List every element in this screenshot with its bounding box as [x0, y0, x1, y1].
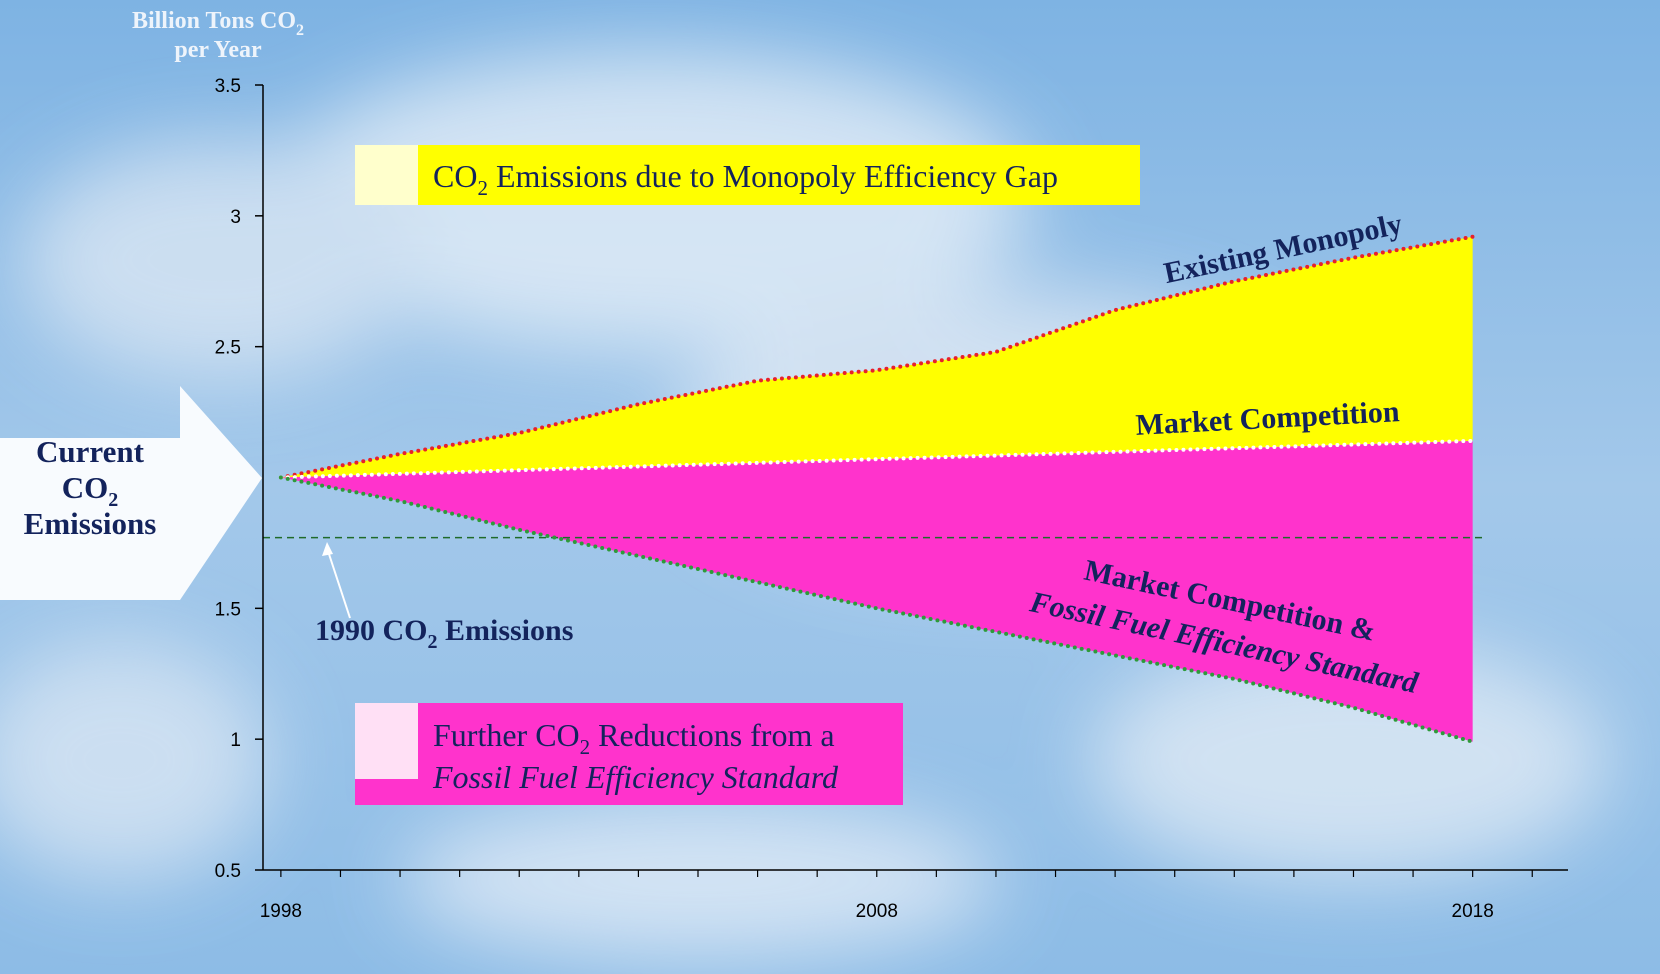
- y-tick-label: 2.5: [215, 338, 241, 359]
- legend-text: CO2 Emissions due to Monopoly Efficiency…: [433, 158, 1058, 200]
- reference-label: 1990 CO2 Emissions: [315, 614, 573, 653]
- y-tick-label: 0.5: [215, 861, 241, 882]
- current-arrow: [0, 386, 262, 600]
- area: [280, 236, 1473, 478]
- reference-arrowhead: [322, 542, 333, 556]
- x-tick-label: 1998: [260, 901, 302, 922]
- area: [280, 440, 1473, 742]
- y-tick-label: 1.5: [215, 599, 241, 620]
- series-line: [278, 438, 1475, 480]
- legend-swatch-edge: [355, 703, 418, 779]
- legend-swatch-edge: [355, 145, 418, 205]
- y-axis-title: Billion Tons CO2 per Year: [132, 8, 304, 63]
- x-tick-label: 2008: [856, 901, 898, 922]
- series-line: [278, 234, 1475, 480]
- y-tick-label: 1: [230, 730, 241, 751]
- y-tick-label: 3: [230, 207, 241, 228]
- legend-swatch: [355, 703, 903, 805]
- current-label: Current CO2 Emissions: [24, 434, 157, 541]
- legend-text: Further CO2 Reductions from a Fossil Fuel…: [432, 717, 839, 795]
- series-line: [278, 475, 1475, 744]
- plot: 0.5 1 1.5 2.5 3 3.5 1998 2008 2018: [215, 76, 1568, 922]
- x-tick-label: 2018: [1452, 901, 1494, 922]
- legend-swatch: [355, 145, 1140, 205]
- reference-arrow: [326, 547, 351, 619]
- y-tick-label: 3.5: [215, 76, 241, 97]
